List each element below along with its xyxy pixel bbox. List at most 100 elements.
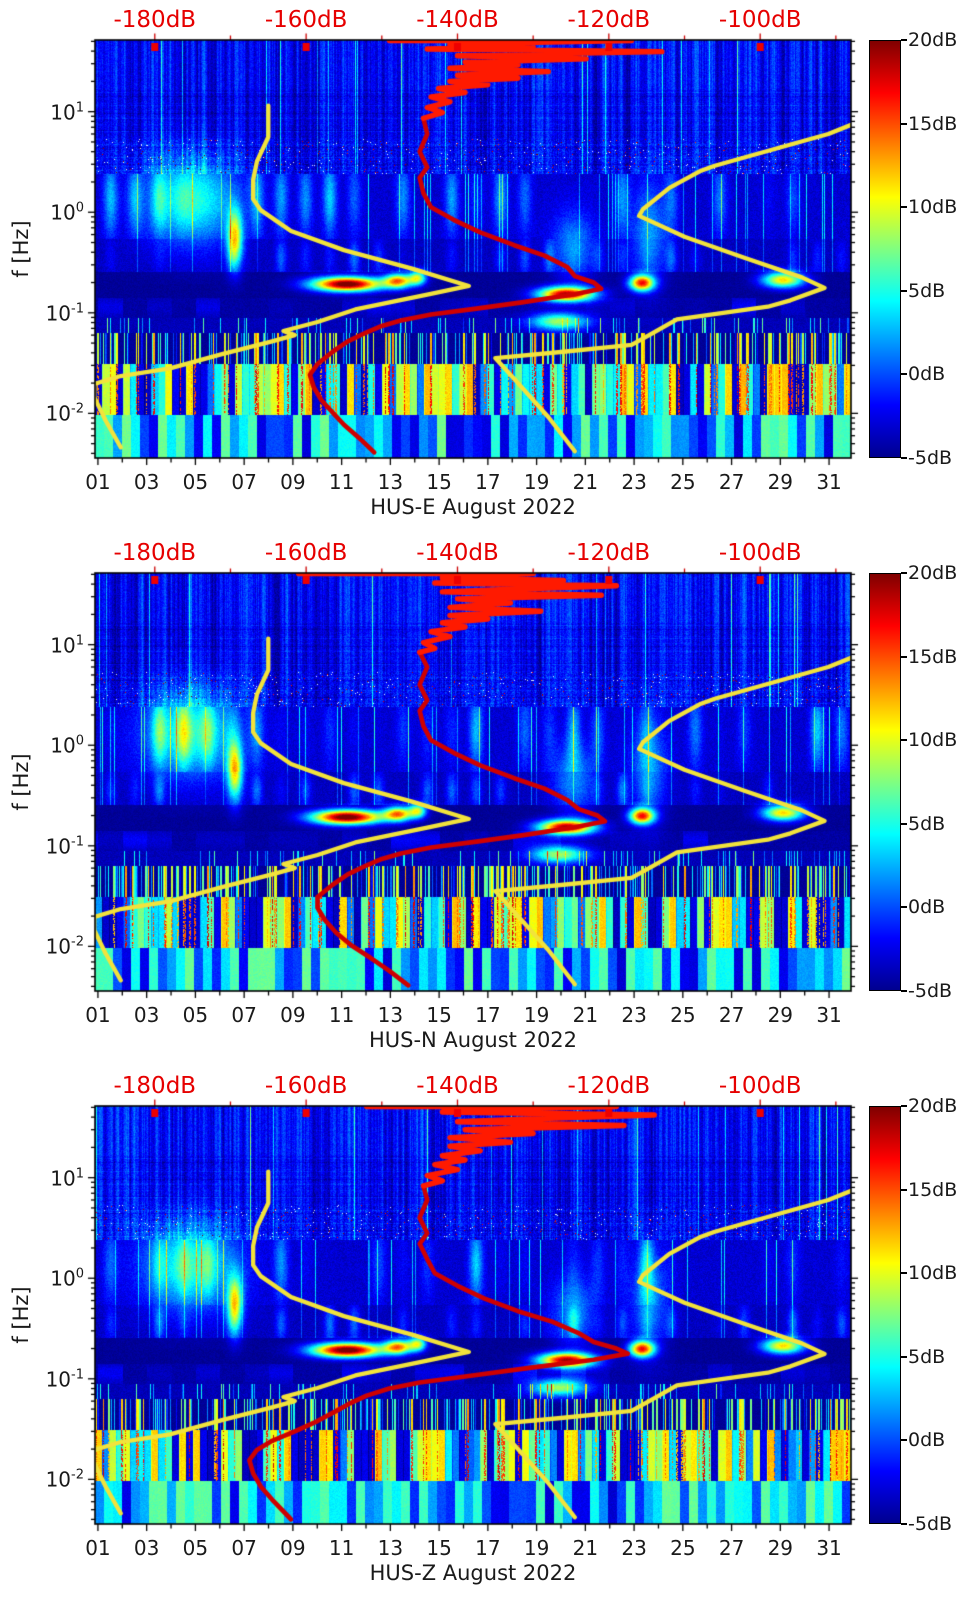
- y-tick-label: 101: [50, 1165, 84, 1190]
- x-tick-label: 03: [133, 1536, 160, 1560]
- colorbar-tick: [901, 1355, 907, 1358]
- colorbar-label: 10dB: [908, 729, 958, 752]
- x-tick-label: 05: [182, 470, 209, 494]
- x-tick-label: 19: [523, 1536, 550, 1560]
- colorbar-tick: [901, 572, 907, 574]
- colorbar-label: -5dB: [908, 447, 953, 469]
- panel-hus-e: -180dB -160dB -140dB -120dB -100dB f [Hz] 10…: [0, 6, 962, 538]
- colorbar-label: 5dB: [908, 812, 946, 835]
- x-tick-label: 17: [475, 1536, 501, 1560]
- x-tick-label: 23: [621, 1003, 647, 1027]
- colorbar-tick: [901, 373, 907, 376]
- top-axis-label: -100dB: [718, 540, 802, 566]
- y-tick-exponent: 1: [75, 100, 84, 116]
- y-tick-exponent: -1: [71, 834, 84, 850]
- x-tick-label: 21: [572, 1536, 599, 1560]
- x-tick-label: 23: [621, 1536, 647, 1560]
- top-axis-label: -140dB: [416, 540, 499, 566]
- x-tick-label: 03: [133, 470, 160, 494]
- x-tick-label: 13: [377, 1003, 404, 1027]
- colorbar-label: -5dB: [908, 980, 953, 1002]
- colorbar-label: 15dB: [908, 1178, 958, 1201]
- x-tick-label: 11: [328, 470, 355, 494]
- x-tick-label: 09: [280, 470, 306, 494]
- y-tick-exponent: -1: [71, 1367, 84, 1383]
- colorbar-label: 20dB: [908, 562, 958, 584]
- y-tick-label: 101: [50, 632, 84, 657]
- colorbar-tick: [901, 739, 907, 742]
- colorbar-tick: [901, 990, 907, 992]
- colorbar-label: 15dB: [908, 645, 958, 668]
- y-tick-label: 10-1: [45, 1367, 84, 1392]
- x-tick-label: 27: [718, 470, 745, 494]
- colorbar-tick: [901, 1523, 907, 1525]
- x-tick-label: 21: [572, 470, 599, 494]
- y-tick-label: 10-2: [45, 1467, 84, 1492]
- top-axis-label: -100dB: [718, 1073, 802, 1099]
- spectrogram-canvas-hus-e: [85, 30, 861, 468]
- y-tick-label: 101: [50, 99, 84, 124]
- colorbar-tick: [901, 206, 907, 209]
- x-tick-label: 11: [328, 1536, 355, 1560]
- x-tick-label: 31: [816, 1003, 842, 1027]
- x-tick-label: 21: [572, 1003, 599, 1027]
- x-tick-label: 05: [182, 1003, 209, 1027]
- x-tick-label: 25: [670, 1536, 696, 1560]
- colorbar: [869, 1106, 901, 1524]
- x-tick-label: 15: [426, 470, 452, 494]
- colorbar-tick: [901, 1439, 907, 1442]
- top-axis: -180dB -160dB -140dB -120dB -100dB: [0, 1072, 962, 1100]
- colorbar-label: 10dB: [908, 1262, 958, 1285]
- top-axis-label: -180dB: [113, 7, 197, 33]
- x-tick-label: 27: [718, 1536, 745, 1560]
- x-tick-label: 29: [767, 1536, 794, 1560]
- y-tick-label: 100: [50, 733, 84, 758]
- colorbar: [869, 573, 901, 991]
- top-axis-label: -180dB: [113, 540, 197, 566]
- colorbar-label: -5dB: [908, 1513, 953, 1535]
- x-tick-label: 31: [816, 1536, 842, 1560]
- x-tick-label: 03: [133, 1003, 160, 1027]
- x-tick-label: 27: [718, 1003, 745, 1027]
- top-axis-label: -160dB: [264, 1073, 348, 1099]
- y-axis-label: f [Hz]: [9, 1286, 33, 1344]
- y-tick-label: 100: [50, 200, 84, 225]
- y-tick-label: 10-2: [45, 401, 84, 426]
- colorbar-label: 0dB: [908, 1429, 946, 1452]
- x-tick-label: 13: [377, 1536, 404, 1560]
- y-tick-label: 10-1: [45, 301, 84, 326]
- y-tick-exponent: -2: [71, 1468, 84, 1484]
- spectrogram-canvas-hus-z: [85, 1096, 861, 1534]
- x-tick-label: 25: [670, 1003, 696, 1027]
- y-tick-exponent: 0: [75, 733, 84, 749]
- x-tick-label: 19: [523, 470, 550, 494]
- colorbar-tick: [901, 122, 907, 125]
- colorbar-tick: [901, 1188, 907, 1191]
- y-tick-exponent: -2: [71, 935, 84, 951]
- y-axis-label: f [Hz]: [9, 220, 33, 278]
- x-tick-label: 05: [182, 1536, 209, 1560]
- colorbar-label: 20dB: [908, 29, 958, 51]
- colorbar-tick: [901, 1272, 907, 1275]
- y-tick-exponent: -1: [71, 301, 84, 317]
- x-tick-label: 17: [475, 1003, 501, 1027]
- colorbar-label: 20dB: [908, 1095, 958, 1117]
- colorbar-tick: [901, 822, 907, 825]
- x-tick-label: 09: [280, 1536, 306, 1560]
- x-tick-label: 09: [280, 1003, 306, 1027]
- top-axis-label: -120dB: [567, 540, 651, 566]
- x-tick-label: 11: [328, 1003, 355, 1027]
- colorbar-tick: [901, 655, 907, 658]
- top-axis-label: -140dB: [416, 7, 499, 33]
- y-tick-exponent: 1: [75, 633, 84, 649]
- x-tick-label: 01: [85, 470, 111, 494]
- x-tick-label: 19: [523, 1003, 550, 1027]
- x-tick-label: 07: [231, 1003, 257, 1027]
- y-tick-label: 10-1: [45, 834, 84, 859]
- y-axis-label: f [Hz]: [9, 753, 33, 811]
- panel-title-hus-z: HUS-Z August 2022: [369, 1561, 577, 1585]
- colorbar: [869, 40, 901, 458]
- x-tick-label: 25: [670, 470, 696, 494]
- x-tick-label: 01: [85, 1003, 111, 1027]
